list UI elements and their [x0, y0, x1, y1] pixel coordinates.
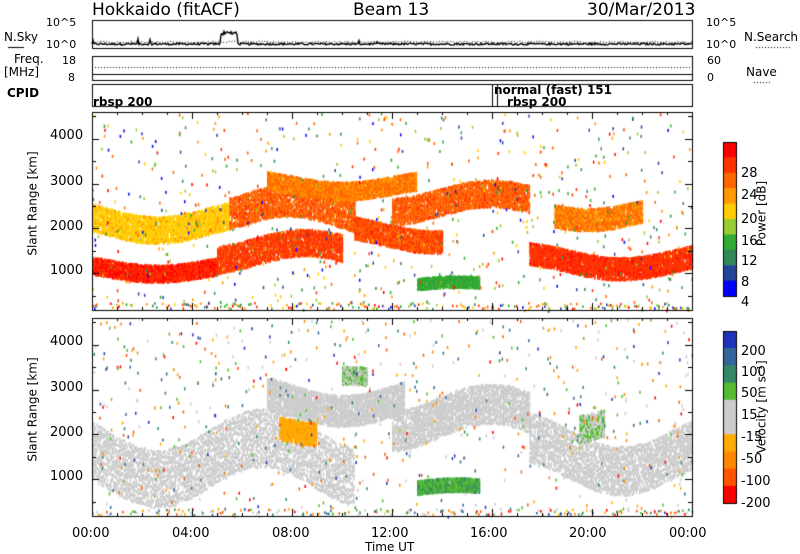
xaxis-label: Time UT: [365, 540, 415, 554]
velocity-ytick-2000: 2000: [50, 425, 84, 440]
vel-cbar-tick-200: 200: [741, 344, 766, 359]
cpid-label: CPID: [7, 86, 40, 100]
power-cbar-tick-16: 16: [741, 234, 758, 249]
power-cbar-tick-8: 8: [741, 275, 750, 290]
velocity-ytick-1000: 1000: [50, 469, 84, 484]
velocity-ylabel: Slant Range [km]: [25, 357, 40, 462]
nsky-label: N.Sky: [4, 30, 39, 44]
power-cbar-tick-12: 12: [741, 254, 758, 269]
vel-cbar-tick-m100: -100: [741, 474, 771, 489]
power-ytick-1000: 1000: [50, 263, 84, 278]
nsky-tick-bottom: 10^0: [46, 38, 77, 51]
xtick-3: 12:00: [371, 526, 409, 541]
velocity-ytick-4000: 4000: [50, 334, 84, 349]
vel-cbar-tick-m15: -15: [741, 430, 763, 445]
date-title: 30/Mar/2013: [587, 0, 696, 20]
beam-title: Beam 13: [353, 0, 430, 20]
station-title: Hokkaido (fitACF): [92, 0, 240, 20]
nsearch-label: N.Search: [744, 30, 799, 44]
vel-cbar-tick-m200: -200: [741, 496, 771, 511]
freq-label-line2: [MHz]: [4, 65, 40, 79]
power-ytick-2000: 2000: [50, 219, 84, 234]
velocity-cbar-label: Velocity [m s⁻¹]: [754, 360, 769, 454]
power-cbar-tick-28: 28: [741, 166, 758, 181]
power-ylabel: Slant Range [km]: [25, 151, 40, 256]
cpid-entry-1: normal (fast) 151: [494, 83, 612, 97]
freq-tick-top: 18: [62, 54, 76, 67]
cpid-entry-0: rbsp 200: [93, 95, 153, 109]
vel-cbar-tick-15: 15: [741, 408, 758, 423]
freq-tick-bottom: 8: [68, 71, 75, 84]
vel-cbar-tick-m50: -50: [741, 452, 763, 467]
nave-label: Nave: [746, 65, 777, 79]
xtick-5: 20:00: [569, 526, 607, 541]
cpid-entry-2: rbsp 200: [507, 95, 567, 109]
power-ytick-3000: 3000: [50, 174, 84, 189]
nave-tick-bottom: 0: [707, 71, 714, 84]
velocity-ytick-3000: 3000: [50, 380, 84, 395]
vel-cbar-tick-100: 100: [741, 365, 766, 380]
xtick-1: 04:00: [172, 526, 210, 541]
nsearch-tick-top: 10^5: [706, 16, 737, 29]
xtick-0: 00:00: [72, 526, 110, 541]
freq-label-line1: Freq.: [14, 52, 44, 66]
power-cbar-tick-4: 4: [741, 295, 750, 310]
power-cbar-tick-20: 20: [741, 212, 758, 227]
power-ytick-4000: 4000: [50, 128, 84, 143]
power-cbar-label: Power [dB]: [754, 180, 769, 247]
vel-cbar-tick-50: 50: [741, 386, 758, 401]
nsky-tick-top: 10^5: [46, 16, 77, 29]
xtick-6: 00:00: [669, 526, 707, 541]
nsearch-tick-bottom: 10^0: [706, 38, 737, 51]
xtick-2: 08:00: [272, 526, 310, 541]
xtick-4: 16:00: [470, 526, 508, 541]
power-cbar-tick-24: 24: [741, 188, 758, 203]
nave-tick-top: 60: [707, 54, 721, 67]
